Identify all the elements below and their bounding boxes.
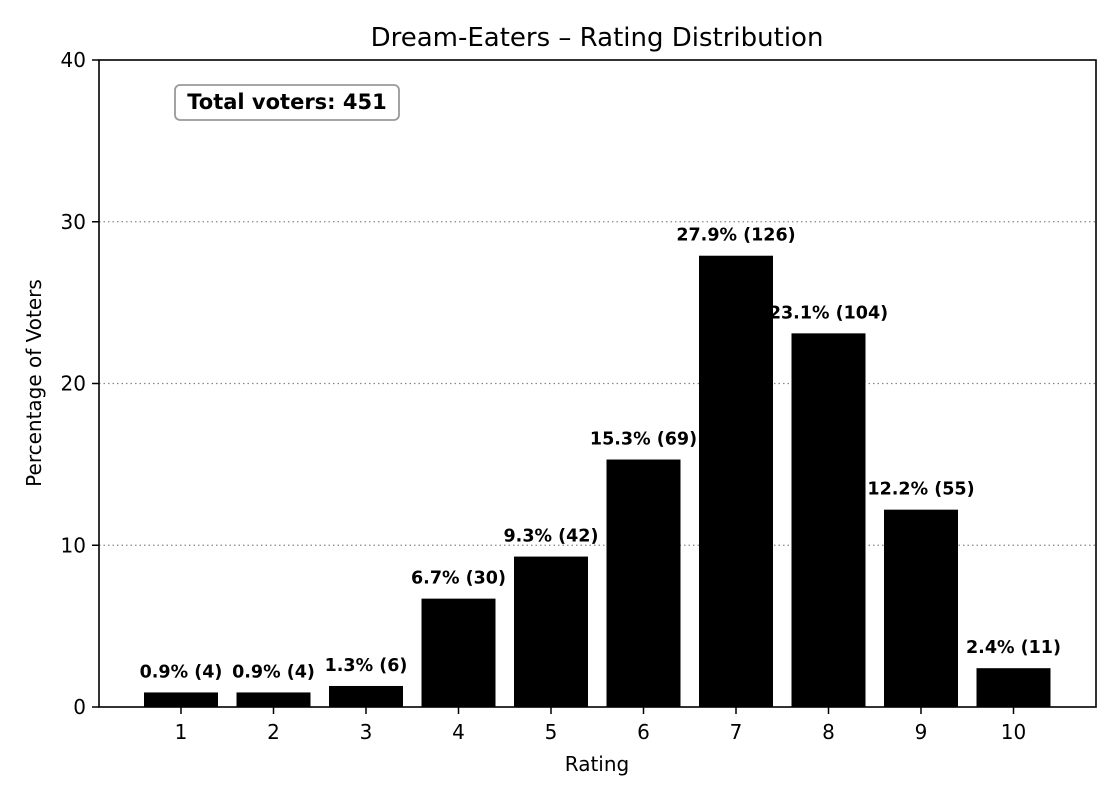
bar-rating-7 xyxy=(699,255,773,707)
bar-value-label: 0.9% (4) xyxy=(232,662,315,682)
bar-rating-8 xyxy=(791,333,866,707)
x-tick-label: 10 xyxy=(1001,720,1026,744)
total-voters-text: Total voters: 451 xyxy=(187,90,386,114)
x-tick-label: 5 xyxy=(545,720,558,744)
bar-value-label: 2.4% (11) xyxy=(966,638,1061,658)
y-tick-label: 20 xyxy=(61,372,86,396)
x-tick-label: 8 xyxy=(822,720,835,744)
x-tick-label: 7 xyxy=(730,720,743,744)
y-tick-label: 40 xyxy=(61,48,86,72)
bar-rating-5 xyxy=(514,556,588,707)
bar-rating-6 xyxy=(606,459,681,707)
bar-value-label: 0.9% (4) xyxy=(140,662,223,682)
chart-title: Dream-Eaters – Rating Distribution xyxy=(371,23,824,53)
bars xyxy=(144,255,1051,707)
bar-value-label: 1.3% (6) xyxy=(325,656,408,676)
x-axis-label: Rating xyxy=(565,752,629,776)
bar-value-label: 6.7% (30) xyxy=(411,569,506,589)
y-tick-label: 0 xyxy=(73,695,86,719)
bar-value-label: 12.2% (55) xyxy=(867,480,974,500)
x-tick-label: 4 xyxy=(452,720,465,744)
x-axis-ticks: 1 2 3 4 5 6 7 8 9 10 xyxy=(175,707,1026,744)
bar-rating-1 xyxy=(144,692,218,707)
x-tick-label: 3 xyxy=(360,720,373,744)
bar-rating-9 xyxy=(884,509,958,707)
annotation-box xyxy=(174,84,400,121)
x-tick-label: 1 xyxy=(175,720,188,744)
x-tick-label: 6 xyxy=(637,720,650,744)
bar-rating-3 xyxy=(329,685,403,707)
bar-value-labels: 0.9% (4) 0.9% (4) 1.3% (6) 6.7% (30) 9.3% (4… xyxy=(140,226,1061,683)
total-voters-annotation: Total voters: 451 xyxy=(174,84,400,121)
y-axis-ticks: 0 10 20 30 40 xyxy=(61,48,99,719)
bar-value-label: 27.9% (126) xyxy=(676,226,795,246)
bar-rating-2 xyxy=(236,692,311,707)
x-tick-label: 9 xyxy=(915,720,928,744)
bar-rating-4 xyxy=(421,598,496,707)
y-axis-label: Percentage of Voters xyxy=(22,279,46,487)
x-tick-label: 2 xyxy=(267,720,280,744)
bar-rating-10 xyxy=(976,668,1051,707)
y-tick-label: 30 xyxy=(61,210,86,234)
y-tick-label: 10 xyxy=(61,533,86,557)
bar-value-label: 9.3% (42) xyxy=(504,527,599,547)
bar-value-label: 15.3% (69) xyxy=(590,430,697,450)
bar-value-label: 23.1% (104) xyxy=(769,303,888,323)
